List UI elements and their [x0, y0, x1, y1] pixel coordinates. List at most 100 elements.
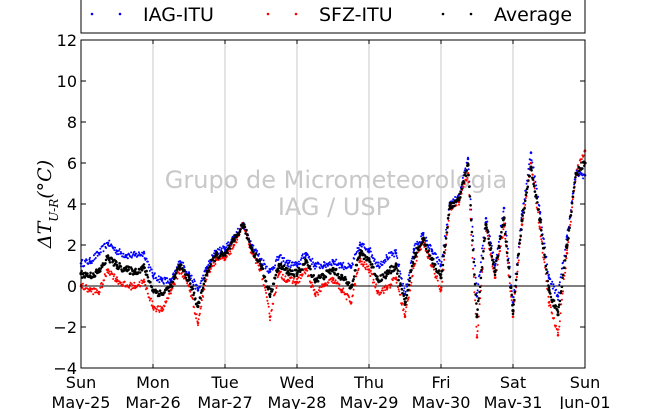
series-dot	[492, 261, 496, 264]
series-dot	[515, 276, 518, 278]
series-dot	[395, 281, 398, 284]
series-dot	[473, 258, 476, 260]
series-dot	[559, 312, 562, 315]
series-dot	[228, 244, 231, 248]
series-dot	[534, 193, 538, 197]
series-dot	[562, 261, 565, 264]
series-dot	[93, 258, 96, 261]
series-dot	[501, 236, 504, 239]
series-dot	[254, 248, 257, 251]
series-dot	[258, 253, 261, 255]
series-dot	[550, 300, 554, 304]
series-dot	[269, 319, 271, 322]
series-dot	[316, 291, 319, 294]
data-point	[304, 259, 308, 263]
series-dot	[289, 266, 292, 269]
data-point	[124, 254, 128, 257]
series-dot	[163, 291, 166, 294]
series-dot	[145, 273, 149, 277]
series-dot	[326, 283, 329, 286]
series-dot	[146, 276, 150, 279]
series-dot	[475, 325, 478, 328]
data-point	[160, 292, 164, 296]
series-dot	[472, 260, 476, 264]
series-dot	[352, 275, 356, 278]
series-dot	[567, 241, 570, 244]
series-dot	[549, 292, 552, 295]
series-dot	[388, 256, 391, 259]
series-dot	[127, 268, 130, 272]
series-dot	[413, 251, 416, 255]
series-dot	[276, 255, 279, 258]
series-dot	[94, 287, 97, 290]
data-point	[115, 249, 119, 253]
series-dot	[92, 254, 95, 257]
series-dot	[129, 281, 132, 284]
series-dot	[202, 274, 205, 277]
data-point	[160, 278, 164, 282]
series-dot	[488, 235, 491, 238]
series-dot	[194, 287, 197, 290]
series-dot	[358, 254, 362, 257]
data-point	[484, 222, 488, 227]
series-dot	[324, 282, 327, 285]
series-dot	[283, 257, 286, 259]
series-dot	[523, 199, 527, 203]
series-dot	[263, 284, 266, 287]
series-dot	[157, 278, 160, 281]
series-dot	[203, 279, 207, 283]
data-point	[169, 284, 173, 288]
series-dot	[215, 250, 218, 254]
series-dot	[355, 252, 358, 255]
series-dot	[551, 287, 554, 290]
series-dot	[406, 288, 410, 292]
series-dot	[400, 277, 403, 280]
series-dot	[366, 248, 369, 251]
series-dot	[405, 296, 408, 300]
series-dot	[396, 286, 399, 289]
data-point	[151, 305, 155, 308]
series-dot	[198, 314, 201, 317]
series-dot	[572, 192, 575, 195]
series-dot	[301, 274, 304, 277]
series-dot	[174, 271, 178, 275]
series-dot	[314, 295, 317, 298]
series-dot	[202, 295, 205, 298]
series-dot	[542, 238, 545, 240]
series-dot	[381, 287, 384, 290]
series-dot	[117, 253, 120, 256]
series-dot	[113, 249, 116, 252]
data-point	[322, 274, 326, 278]
series-dot	[368, 271, 371, 274]
data-point	[484, 217, 488, 220]
data-point	[367, 268, 371, 271]
series-dot	[157, 275, 160, 278]
series-dot	[370, 255, 373, 258]
series-dot	[369, 260, 372, 264]
series-dot	[276, 276, 279, 279]
series-dot	[291, 269, 294, 273]
series-dot	[182, 277, 185, 280]
series-dot	[111, 273, 114, 276]
x-tick-date: May-25	[52, 393, 111, 409]
series-dot	[474, 276, 477, 279]
series-dot	[415, 259, 418, 262]
series-dot	[268, 312, 271, 315]
series-dot	[360, 260, 363, 263]
series-dot	[533, 190, 537, 193]
series-dot	[354, 269, 357, 272]
series-dot	[282, 264, 286, 268]
series-dot	[201, 286, 205, 290]
series-dot	[213, 252, 216, 255]
series-dot	[292, 277, 295, 280]
series-dot	[353, 257, 356, 260]
series-dot	[504, 232, 507, 236]
series-dot	[487, 241, 491, 244]
data-point	[430, 249, 434, 253]
series-dot	[355, 263, 359, 267]
series-dot	[293, 275, 296, 278]
series-dot	[191, 279, 194, 282]
series-dot	[357, 249, 360, 252]
series-dot	[287, 265, 290, 268]
series-dot	[186, 282, 189, 285]
